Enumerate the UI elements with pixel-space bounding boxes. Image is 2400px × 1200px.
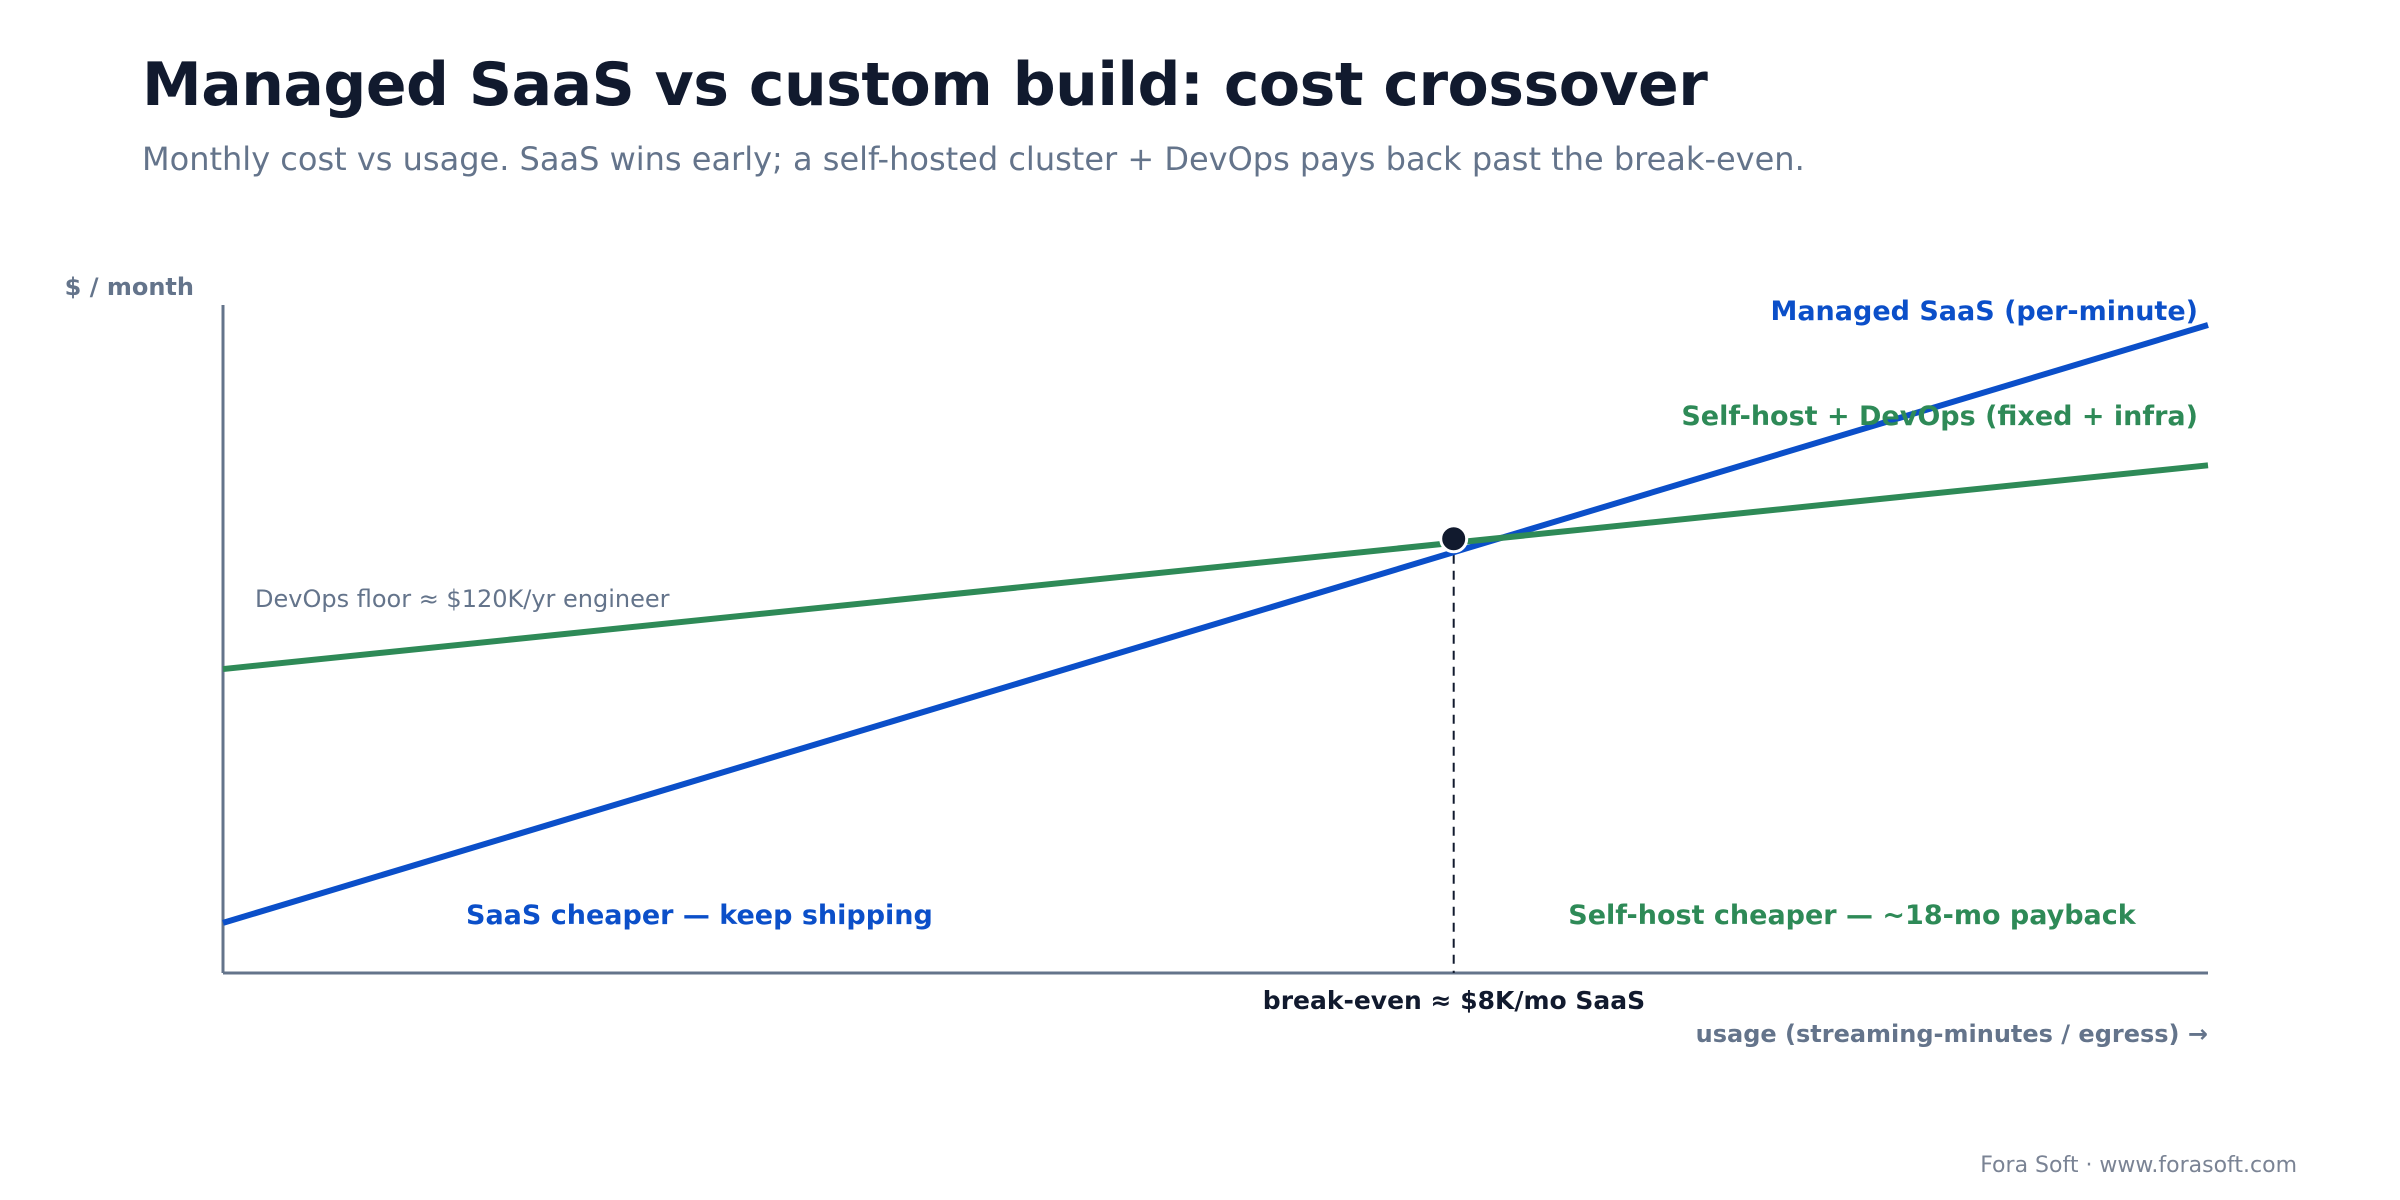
series-label-self-host: Self-host + DevOps (fixed + infra) (1681, 401, 2198, 432)
break-even-point (1439, 524, 1469, 554)
plot-layer (221, 305, 2209, 975)
break-even-label: break-even ≈ $8K/mo SaaS (1263, 986, 1645, 1015)
devops-floor-annotation: DevOps floor ≈ $120K/yr engineer (255, 585, 670, 613)
series-line-managed-saas (222, 322, 2209, 926)
footer-credit: Fora Soft · www.forasoft.com (1980, 1153, 2297, 1178)
selfhost-cheaper-annotation: Self-host cheaper — ~18-mo payback (1568, 900, 2137, 931)
y-axis-label: $ / month (65, 273, 194, 301)
saas-cheaper-annotation: SaaS cheaper — keep shipping (466, 900, 933, 931)
chart-title: Managed SaaS vs custom build: cost cross… (142, 50, 1708, 120)
chart-subtitle: Monthly cost vs usage. SaaS wins early; … (142, 140, 1805, 178)
series-label-managed-saas: Managed SaaS (per-minute) (1770, 296, 2198, 327)
x-axis-label: usage (streaming-minutes / egress) → (1696, 1020, 2208, 1048)
series-line-self-host (222, 462, 2209, 673)
